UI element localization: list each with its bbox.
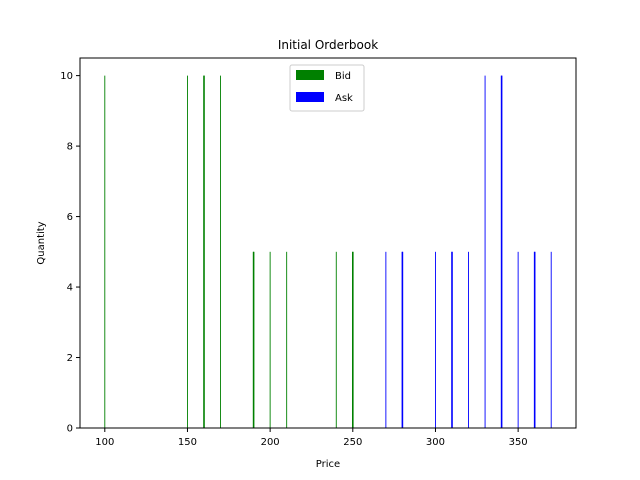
x-tick-label-250: 250 [343, 437, 362, 448]
legend: Bid Ask [289, 64, 365, 112]
y-tick-label-0: 0 [67, 424, 73, 435]
y-tick-label-6: 6 [67, 212, 73, 223]
y-tick-label-4: 4 [67, 283, 73, 294]
bar-bid-250-11 [352, 251, 354, 428]
x-tick-label-200: 200 [261, 437, 280, 448]
legend-label-ask: Ask [335, 93, 353, 104]
bar-ask-300-3 [435, 251, 436, 428]
bar-ask-350-10 [517, 251, 519, 428]
y-tick-label-10: 10 [60, 71, 73, 82]
bar-bid-150-1 [187, 75, 188, 429]
legend-label-bid: Bid [335, 71, 351, 82]
bar-ask-330-7 [484, 75, 486, 429]
x-axis-label: Price [316, 459, 340, 470]
bar-bid-160-3 [203, 75, 205, 429]
x-ticks: 100 150 200 250 300 350 [95, 428, 528, 448]
x-tick-label-150: 150 [178, 437, 197, 448]
bar-bid-170-4 [220, 75, 221, 429]
y-tick-label-8: 8 [67, 142, 73, 153]
y-ticks: 0 2 4 6 8 10 [60, 71, 80, 435]
y-tick-label-2: 2 [67, 353, 73, 364]
bar-ask-280-2 [401, 251, 404, 428]
legend-swatch-bid [296, 70, 324, 80]
chart-title: Initial Orderbook [278, 38, 378, 52]
bar-ask-270-0 [385, 251, 387, 428]
y-axis-label: Quantity [36, 221, 47, 264]
bar-bid-200-7 [269, 251, 271, 428]
bar-bid-190-6 [252, 251, 255, 428]
bar-ask-360-12 [533, 251, 536, 428]
bar-ask-340-9 [500, 75, 503, 429]
bar-ask-310-5 [451, 251, 453, 428]
bar-ask-370-13 [550, 251, 552, 428]
x-tick-label-100: 100 [95, 437, 114, 448]
bar-bid-240-9 [335, 251, 337, 428]
bar-ask-320-6 [468, 251, 469, 428]
x-tick-label-300: 300 [426, 437, 445, 448]
bar-bid-210-8 [286, 251, 288, 428]
plot-frame [79, 57, 577, 429]
bar-bid-100-0 [104, 75, 106, 429]
bars-group [104, 75, 552, 429]
legend-swatch-ask [296, 92, 324, 102]
x-tick-label-350: 350 [509, 437, 528, 448]
